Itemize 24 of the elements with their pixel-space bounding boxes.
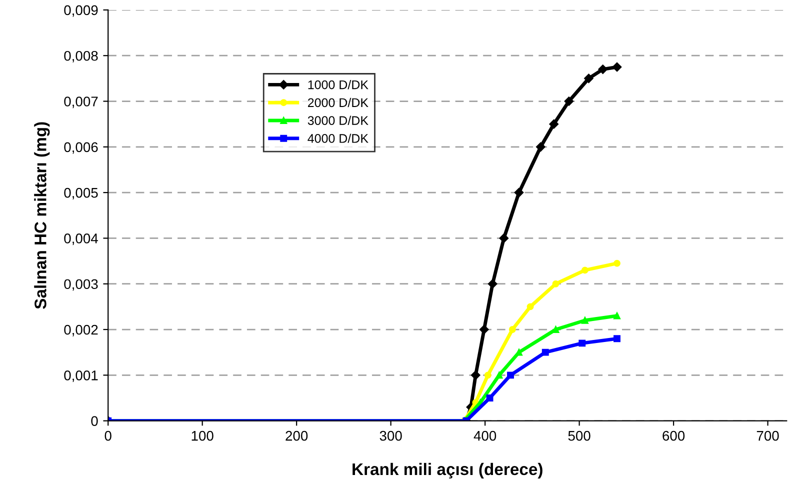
y-tick-label: 0,001: [64, 370, 98, 382]
x-tick-label: 200: [286, 430, 308, 441]
x-axis-title: Krank mili açısı (derece): [352, 462, 542, 478]
legend-label: 2000 D/DK: [308, 98, 368, 108]
x-tick-label: 400: [474, 430, 496, 441]
y-tick-label: 0: [91, 416, 98, 426]
x-tick-label: 0: [104, 430, 112, 441]
x-tick-label: 300: [380, 430, 402, 441]
y-tick-label: 0,009: [64, 5, 98, 17]
y-tick-label: 0,008: [64, 50, 98, 62]
legend-label: 4000 D/DK: [308, 134, 368, 143]
y-tick-label: 0,003: [64, 279, 98, 291]
y-tick-label: 0,007: [64, 96, 98, 108]
y-tick-label: 0,006: [64, 142, 98, 154]
y-tick-label: 0,004: [64, 234, 98, 246]
legend-label: 1000 D/DK: [308, 80, 368, 90]
legend-label: 3000 D/DK: [308, 116, 368, 125]
y-tick-label: 0,005: [64, 188, 98, 200]
x-tick-label: 700: [756, 430, 779, 441]
x-tick-label: 500: [568, 430, 590, 441]
y-tick-label: 0,002: [64, 324, 98, 336]
x-tick-label: 100: [192, 430, 214, 441]
y-axis-title: Salınan HC miktarı (mg): [34, 122, 50, 309]
x-tick-label: 600: [662, 430, 685, 441]
